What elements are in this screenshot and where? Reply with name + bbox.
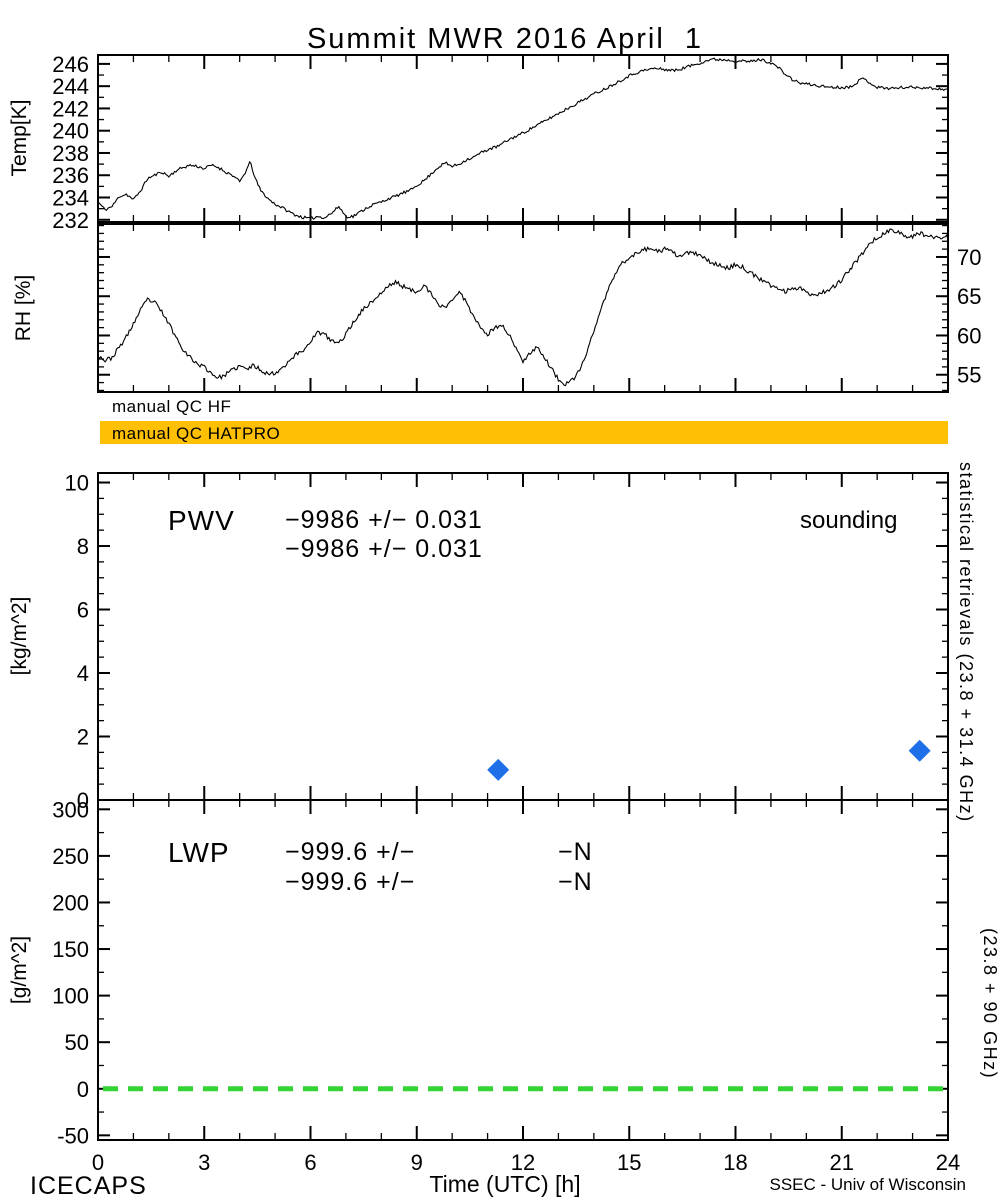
y-tick-label: 55 [957,363,981,388]
y-tick-label: 244 [52,74,89,99]
y-tick-label: 300 [52,797,89,822]
rh-panel: 55 60 65 70 [97,223,981,393]
temp-plot-box [97,54,949,223]
manual-qc-hf-label: manual QC HF [112,397,231,416]
y-tick-label: 200 [52,890,89,915]
x-tick-label: 18 [723,1150,747,1175]
sounding-marker [487,758,510,781]
rh-y-axis-label: RH [%] [12,275,35,342]
temp-y-axis-label: Temp[K] [8,99,31,176]
x-tick-label: 6 [304,1150,316,1175]
y-tick-label: 246 [52,52,89,77]
y-tick-label: 0 [77,1077,89,1102]
y-tick-label: 232 [52,208,89,233]
y-tick-label: 150 [52,937,89,962]
sounding-marker [908,739,931,762]
pwv-label: PWV [168,505,235,536]
y-tick-label: 10 [65,471,89,496]
x-tick-label: 0 [92,1150,104,1175]
x-tick-label: 3 [198,1150,210,1175]
rh-plot-box [97,223,949,393]
lwp-value-red: −999.6 +/− [285,868,415,896]
y-tick-label: 65 [957,284,981,309]
lwp-value-red-n: −N [558,868,593,896]
y-tick-label: 0 [77,788,89,813]
x-axis-label: Time (UTC) [h] [429,1171,580,1197]
lwp-value-black: −999.6 +/− [285,838,415,866]
x-tick-label: 21 [830,1150,854,1175]
y-tick-label: 250 [52,844,89,869]
manual-qc-hatpro-label: manual QC HATPRO [112,424,280,443]
footer-ssec: SSEC - Univ of Wisconsin [770,1175,967,1194]
pwv-y-axis-label: [kg/m^2] [8,597,31,676]
lwp-plot-box [97,799,949,1141]
y-tick-label: -50 [57,1123,89,1148]
pwv-value-black: −9986 +/− 0.031 [285,506,483,534]
x-tick-label: 12 [511,1150,535,1175]
x-tick-label: 15 [617,1150,641,1175]
lwp-y-axis-label: [g/m^2] [8,936,31,1004]
y-tick-label: 234 [52,186,89,211]
side-label-90ghz: (23.8 + 90 GHz) [980,928,1000,1079]
y-tick-label: 50 [65,1030,89,1055]
manual-qc-hatpro-bar [100,421,948,444]
y-tick-label: 4 [77,661,89,686]
rh-series-line [98,228,948,387]
y-tick-label: 242 [52,96,89,121]
y-tick-label: 2 [77,725,89,750]
chart-title: Summit MWR 2016 April 1 [307,23,703,55]
y-tick-label: 60 [957,323,981,348]
y-tick-label: 240 [52,119,89,144]
y-tick-label: 238 [52,141,89,166]
y-tick-label: 70 [957,245,981,270]
y-tick-label: 236 [52,163,89,188]
lwp-label: LWP [168,837,230,868]
side-label-stat-retrievals: statistical retrievals (23.8 + 31.4 GHz) [956,462,976,823]
footer-icecaps: ICECAPS [30,1172,147,1200]
lwp-value-black-n: −N [558,838,593,866]
temp-series-line [98,57,948,220]
y-tick-label: 6 [77,598,89,623]
x-tick-label: 9 [411,1150,423,1175]
y-tick-label: 100 [52,984,89,1009]
y-tick-label: 8 [77,534,89,559]
sounding-legend: sounding [800,507,897,534]
x-tick-label: 24 [936,1150,960,1175]
pwv-value-red: −9986 +/− 0.031 [285,535,483,563]
